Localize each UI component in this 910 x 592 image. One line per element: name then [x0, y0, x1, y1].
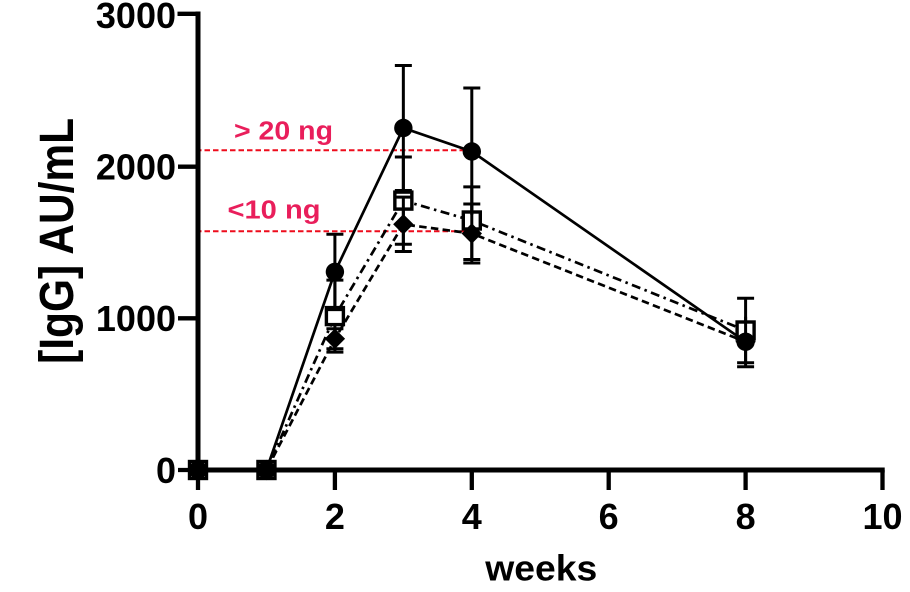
svg-text:[IgG] AU/mL: [IgG] AU/mL — [31, 118, 84, 364]
svg-text:weeks: weeks — [484, 548, 597, 589]
svg-text:2000: 2000 — [96, 147, 176, 188]
svg-text:1000: 1000 — [96, 298, 176, 339]
svg-text:2: 2 — [325, 496, 345, 537]
svg-text:<10 ng: <10 ng — [228, 194, 321, 224]
svg-text:8: 8 — [736, 496, 756, 537]
svg-text:0: 0 — [156, 450, 176, 491]
svg-text:3000: 3000 — [96, 0, 176, 36]
svg-text:0: 0 — [188, 496, 208, 537]
svg-text:6: 6 — [599, 496, 619, 537]
svg-text:10: 10 — [862, 496, 902, 537]
svg-text:> 20 ng: > 20 ng — [234, 116, 333, 146]
svg-text:4: 4 — [462, 496, 482, 537]
